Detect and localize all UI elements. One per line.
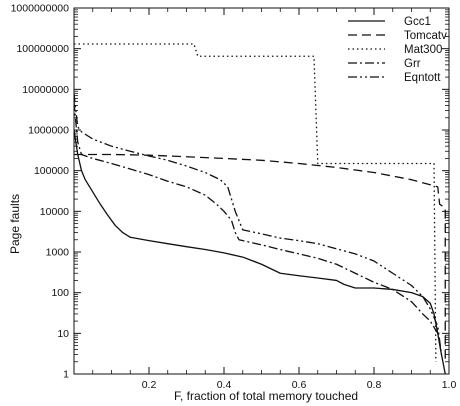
legend-label-eqntott: Eqntott (404, 72, 441, 84)
y-axis-title: Page faults (8, 194, 22, 254)
legend-label-gcc1: Gcc1 (404, 16, 431, 28)
y-tick-label: 10000 (40, 206, 69, 218)
y-tick-label: 1 (63, 369, 69, 381)
legend: Gcc1 Tomcatv Mat300 Grr Eqntott (348, 16, 447, 84)
series-line-grr (74, 101, 443, 355)
x-tick-label: 0.8 (367, 379, 382, 391)
y-tick-label: 10 (57, 328, 69, 340)
x-tick-label: 0.4 (217, 379, 232, 391)
y-tick-label: 10000000 (22, 84, 69, 96)
y-tick-label: 100000000 (16, 43, 69, 55)
y-tick-label: 100000 (34, 165, 69, 177)
series-line-mat300 (74, 43, 437, 362)
x-tick-label: 0.6 (292, 379, 307, 391)
y-tick-label: 100 (51, 287, 69, 299)
y-tick-label: 1000000000 (11, 3, 70, 15)
legend-label-tomcatv: Tomcatv (404, 30, 447, 42)
x-tick-label: 1.0 (442, 379, 457, 391)
series-line-tomcatv (74, 153, 446, 362)
series-layer (74, 43, 446, 374)
y-tick-label: 1000000 (28, 125, 69, 137)
y-tick-label: 1000 (46, 247, 70, 259)
legend-label-mat300: Mat300 (404, 44, 442, 56)
legend-label-grr: Grr (404, 58, 421, 70)
axes-layer: 1 10 100 1000 10000 100000 1000000 10000000 1000… (11, 3, 457, 392)
x-axis-title: F, fraction of total memory touched (174, 389, 358, 403)
series-line-gcc1 (74, 129, 446, 374)
x-tick-label: 0.2 (142, 379, 157, 391)
series-line-eqntott (74, 93, 443, 355)
